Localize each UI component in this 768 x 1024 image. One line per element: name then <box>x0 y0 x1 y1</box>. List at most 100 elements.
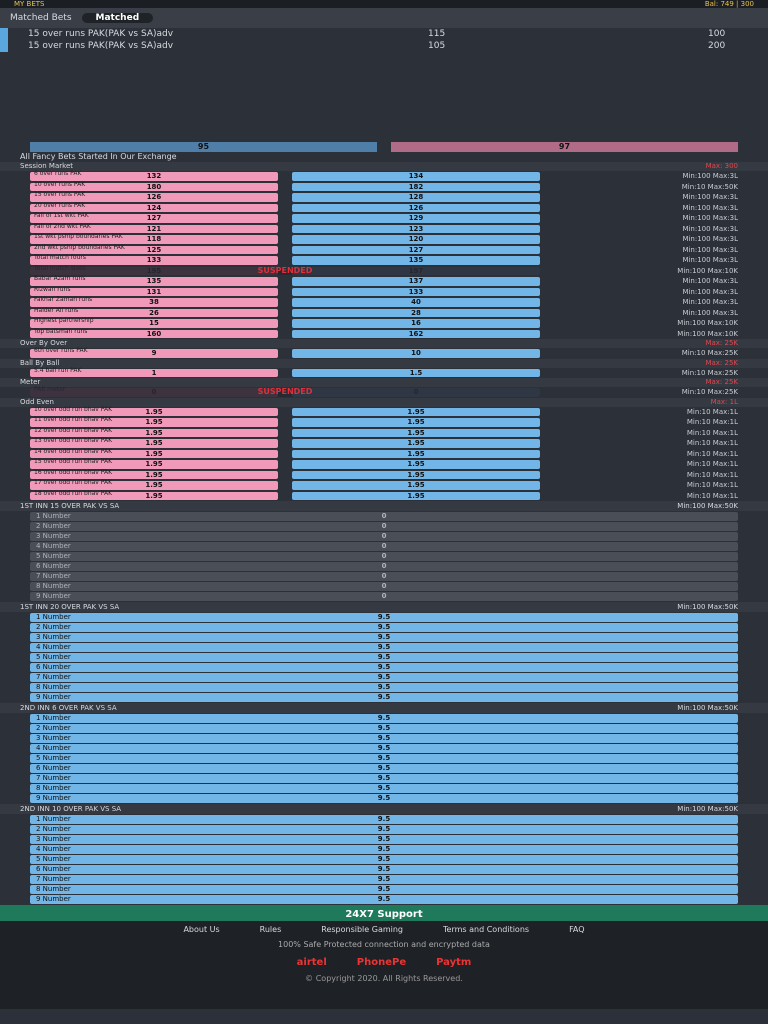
no-price[interactable]: 124 <box>30 203 278 212</box>
number-row[interactable]: 3 Number 9.5 <box>30 734 738 743</box>
no-price[interactable]: 1.95 <box>30 460 278 469</box>
no-price[interactable]: 180 <box>30 182 278 191</box>
yes-price[interactable]: 40 <box>292 298 540 307</box>
number-row[interactable]: 5 Number 9.5 <box>30 855 738 864</box>
back-button[interactable]: 95 <box>30 142 377 152</box>
yes-price[interactable]: 1.5 <box>292 368 540 377</box>
no-price[interactable]: 38 <box>30 298 278 307</box>
number-row[interactable]: 2 Number 9.5 <box>30 724 738 733</box>
yes-price[interactable]: 129 <box>292 214 540 223</box>
no-price[interactable]: 1.95 <box>30 407 278 416</box>
number-value: 9.5 <box>377 815 391 823</box>
number-row[interactable]: 2 Number 9.5 <box>30 623 738 632</box>
no-price[interactable]: 125 <box>30 245 278 254</box>
no-price[interactable]: 1.95 <box>30 439 278 448</box>
yes-price[interactable]: 123 <box>292 224 540 233</box>
yes-price[interactable]: 135 <box>292 256 540 265</box>
yes-price[interactable]: 1.95 <box>292 449 540 458</box>
no-price[interactable]: 1.95 <box>30 449 278 458</box>
yes-price[interactable]: 1.95 <box>292 481 540 490</box>
number-row[interactable]: 1 Number 9.5 <box>30 613 738 622</box>
yes-price[interactable]: 126 <box>292 203 540 212</box>
no-price[interactable]: 118 <box>30 235 278 244</box>
no-price[interactable]: 9 <box>30 349 278 358</box>
no-price[interactable]: 1.95 <box>30 470 278 479</box>
no-price[interactable]: 1.95 <box>30 481 278 490</box>
yes-price[interactable]: 120 <box>292 235 540 244</box>
number-row[interactable]: 6 Number 9.5 <box>30 663 738 672</box>
number-row[interactable]: 3 Number 0 <box>30 532 738 541</box>
no-price[interactable]: 1 <box>30 368 278 377</box>
number-row[interactable]: 4 Number 9.5 <box>30 643 738 652</box>
matched-tab[interactable]: Matched <box>81 13 154 23</box>
number-row[interactable]: 6 Number 9.5 <box>30 764 738 773</box>
fancy-name: 16 over odd run bhav PAK <box>34 468 113 476</box>
number-row[interactable]: 7 Number 9.5 <box>30 774 738 783</box>
number-row[interactable]: 5 Number 9.5 <box>30 653 738 662</box>
number-row[interactable]: 3 Number 9.5 <box>30 835 738 844</box>
number-row[interactable]: 7 Number 9.5 <box>30 673 738 682</box>
number-row[interactable]: 8 Number 9.5 <box>30 683 738 692</box>
yes-price[interactable]: 134 <box>292 172 540 181</box>
number-value: 9.5 <box>377 734 391 742</box>
yes-price[interactable]: 182 <box>292 182 540 191</box>
no-price[interactable]: 126 <box>30 193 278 202</box>
number-row[interactable]: 5 Number 9.5 <box>30 754 738 763</box>
yes-price[interactable]: 137 <box>292 277 540 286</box>
number-row[interactable]: 3 Number 9.5 <box>30 633 738 642</box>
no-price[interactable]: 127 <box>30 214 278 223</box>
no-price[interactable]: 135 <box>30 277 278 286</box>
number-row[interactable]: 4 Number 9.5 <box>30 845 738 854</box>
number-row[interactable]: 4 Number 9.5 <box>30 744 738 753</box>
no-price[interactable]: 121 <box>30 224 278 233</box>
yes-price[interactable]: 1.95 <box>292 418 540 427</box>
no-price[interactable]: 15 <box>30 319 278 328</box>
yes-price[interactable]: 1.95 <box>292 428 540 437</box>
footer-link[interactable]: Rules <box>259 925 282 934</box>
yes-price[interactable]: 10 <box>292 349 540 358</box>
number-row[interactable]: 9 Number 0 <box>30 592 738 601</box>
no-price[interactable]: 160 <box>30 329 278 338</box>
number-row[interactable]: 1 Number 0 <box>30 512 738 521</box>
number-row[interactable]: 1 Number 9.5 <box>30 815 738 824</box>
footer-link[interactable]: Responsible Gaming <box>321 925 404 934</box>
yes-price[interactable]: 16 <box>292 319 540 328</box>
yes-price[interactable]: 1.95 <box>292 460 540 469</box>
number-row[interactable]: 8 Number 9.5 <box>30 784 738 793</box>
yes-price[interactable]: 1.95 <box>292 491 540 500</box>
no-price[interactable]: 1.95 <box>30 491 278 500</box>
yes-price[interactable]: 128 <box>292 193 540 202</box>
no-price[interactable]: 133 <box>30 256 278 265</box>
lay-button[interactable]: 97 <box>391 142 738 152</box>
yes-price[interactable]: 127 <box>292 245 540 254</box>
number-row[interactable]: 9 Number 9.5 <box>30 693 738 702</box>
number-row[interactable]: 4 Number 0 <box>30 542 738 551</box>
footer-link[interactable]: FAQ <box>569 925 585 934</box>
yes-price[interactable]: 162 <box>292 329 540 338</box>
number-row[interactable]: 6 Number 9.5 <box>30 865 738 874</box>
yes-price[interactable]: 28 <box>292 308 540 317</box>
number-row[interactable]: 8 Number 0 <box>30 582 738 591</box>
number-row[interactable]: 6 Number 0 <box>30 562 738 571</box>
no-price[interactable]: 132 <box>30 172 278 181</box>
yes-price[interactable]: 1.95 <box>292 470 540 479</box>
number-row[interactable]: 1 Number 9.5 <box>30 714 738 723</box>
footer-link[interactable]: Terms and Conditions <box>443 925 530 934</box>
support[interactable]: 24X7 Support <box>0 909 768 921</box>
number-row[interactable]: 2 Number 9.5 <box>30 825 738 834</box>
number-row[interactable]: 8 Number 9.5 <box>30 885 738 894</box>
number-row[interactable]: 5 Number 0 <box>30 552 738 561</box>
number-row[interactable]: 7 Number 9.5 <box>30 875 738 884</box>
yes-price[interactable]: 1.95 <box>292 439 540 448</box>
no-price[interactable]: 1.95 <box>30 428 278 437</box>
yes-price[interactable]: 133 <box>292 287 540 296</box>
no-price[interactable]: 1.95 <box>30 418 278 427</box>
number-row[interactable]: 9 Number 9.5 <box>30 794 738 803</box>
number-row[interactable]: 2 Number 0 <box>30 522 738 531</box>
number-row[interactable]: 9 Number 9.5 <box>30 895 738 904</box>
footer-link[interactable]: About Us <box>183 925 220 934</box>
no-price[interactable]: 131 <box>30 287 278 296</box>
no-price[interactable]: 26 <box>30 308 278 317</box>
yes-price[interactable]: 1.95 <box>292 407 540 416</box>
number-row[interactable]: 7 Number 0 <box>30 572 738 581</box>
